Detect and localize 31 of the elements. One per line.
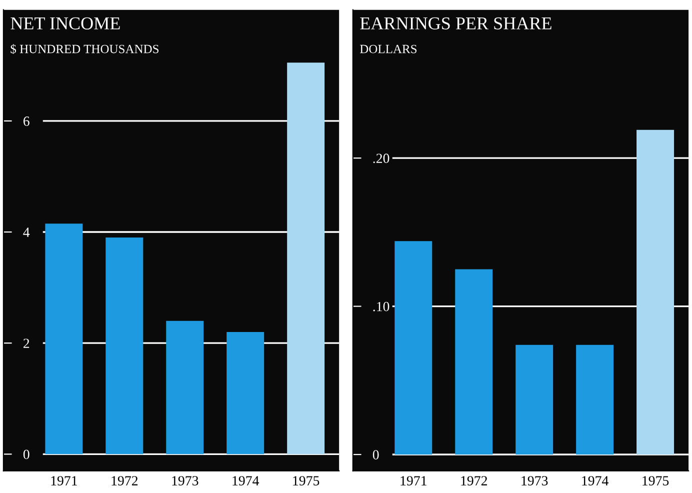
text: $ HUNDRED THOUSANDS	[10, 44, 158, 54]
y-tick-label: 6	[24, 116, 30, 126]
text: DOLLARS	[360, 44, 416, 54]
bar	[394, 241, 432, 455]
x-tick-label: 1972	[112, 476, 138, 486]
chart-title: EARNINGS PER SHARE	[360, 17, 552, 30]
y-tick-label: 0	[372, 450, 379, 460]
bar	[45, 224, 83, 454]
y-tick-label: .20	[373, 154, 390, 164]
x-tick-label: 1975	[642, 476, 669, 486]
bar	[636, 130, 674, 455]
bar	[166, 320, 204, 454]
y-tick-label: 0	[23, 450, 30, 460]
x-tick-label: 1972	[461, 476, 487, 486]
bar	[106, 238, 144, 454]
bar	[455, 269, 493, 455]
y-tick-label: .10	[373, 302, 390, 312]
x-tick-label: 1975	[293, 476, 320, 486]
bar	[576, 344, 614, 455]
x-tick-label: 1974	[232, 476, 260, 486]
x-tick-label: 1973	[172, 476, 198, 486]
x-tick-label: 1971	[400, 476, 426, 486]
bar	[226, 332, 264, 454]
y-tick-label: 4	[23, 228, 30, 237]
y-tick-label: 2	[24, 338, 30, 348]
x-tick-label: 1971	[51, 476, 77, 486]
x-tick-label: 1974	[582, 476, 608, 486]
bar	[287, 62, 325, 454]
bar	[516, 344, 554, 455]
chart-title: NET INCOME	[10, 17, 120, 30]
x-tick-label: 1973	[522, 476, 548, 486]
